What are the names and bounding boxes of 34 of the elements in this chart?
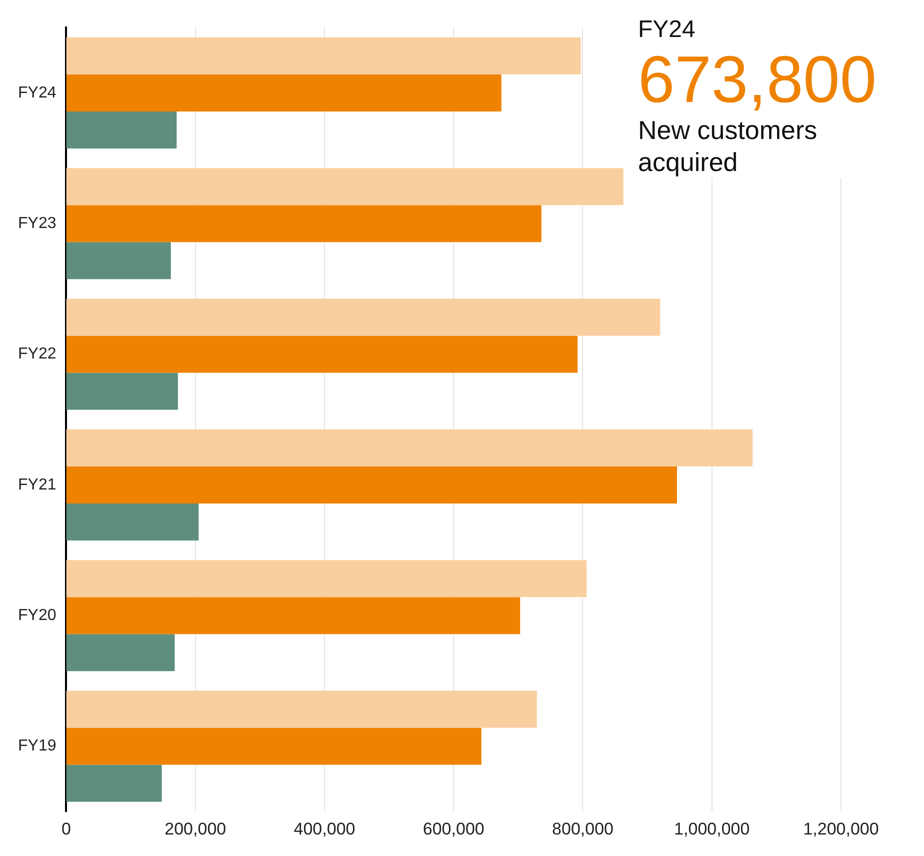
annotation: 673,800	[638, 42, 877, 116]
x-tick-label: 1,000,000	[674, 819, 750, 838]
bar	[66, 298, 660, 336]
x-tick-label: 1,200,000	[803, 819, 879, 838]
bar	[66, 597, 520, 634]
bar	[66, 466, 678, 504]
y-tick-label: FY23	[18, 215, 56, 232]
x-tick-label: 600,000	[422, 819, 484, 838]
bar	[66, 429, 753, 466]
x-tick-label: 200,000	[164, 819, 226, 838]
y-tick-label: FY24	[18, 84, 56, 102]
bar	[66, 560, 587, 598]
bar	[66, 336, 578, 373]
bar	[66, 503, 199, 540]
bar	[66, 168, 624, 206]
x-tick-label: 400,000	[294, 819, 356, 838]
y-tick-label: FY19	[18, 738, 56, 755]
bar	[66, 690, 537, 728]
bar	[66, 372, 178, 410]
annotation: FY24	[638, 16, 696, 44]
bar	[66, 634, 175, 672]
bar	[66, 111, 177, 148]
annotation: New customers acquired	[638, 114, 818, 178]
bar	[66, 37, 581, 74]
bar	[66, 728, 482, 765]
bar	[66, 205, 542, 242]
y-tick-label: FY21	[18, 476, 56, 494]
y-tick-label: FY20	[18, 607, 56, 624]
bar	[66, 242, 171, 280]
bar	[66, 74, 502, 112]
x-tick-label: 0	[62, 819, 71, 838]
x-tick-label: 800,000	[552, 819, 614, 838]
bar	[66, 764, 162, 802]
y-tick-label: FY22	[18, 346, 56, 363]
